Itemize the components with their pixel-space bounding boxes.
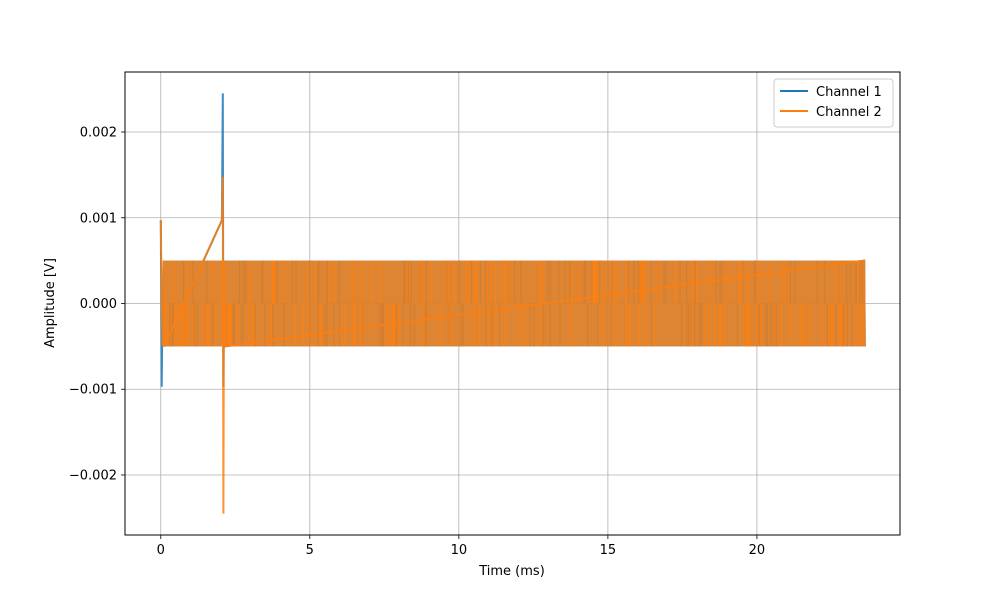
y-axis-label: Amplitude [V]	[43, 258, 58, 348]
series-noise-streaks	[164, 260, 864, 347]
series-layer	[159, 93, 866, 514]
x-axis-label: Time (ms)	[478, 564, 545, 579]
plot-area	[159, 93, 866, 514]
y-tick-label: 0.001	[80, 211, 117, 226]
x-tick-label: 20	[749, 543, 766, 558]
y-tick-label: 0.002	[80, 126, 117, 141]
x-axis-ticks: 0 5 10 15 20	[157, 535, 766, 558]
series-line	[159, 176, 866, 514]
x-tick-label: 10	[451, 543, 468, 558]
legend: Channel 1 Channel 2	[773, 78, 894, 128]
legend-label-channel-2: Channel 2	[816, 105, 882, 120]
y-axis-ticks: −0.002 −0.001 0.000 0.001 0.002	[69, 126, 125, 483]
y-tick-label: 0.000	[80, 297, 117, 312]
y-tick-label: −0.002	[69, 468, 117, 483]
x-tick-label: 5	[306, 543, 314, 558]
series-channel-2	[159, 176, 866, 514]
x-tick-label: 0	[157, 543, 165, 558]
legend-label-channel-1: Channel 1	[816, 85, 882, 100]
x-tick-label: 15	[600, 543, 617, 558]
y-tick-label: −0.001	[69, 383, 117, 398]
